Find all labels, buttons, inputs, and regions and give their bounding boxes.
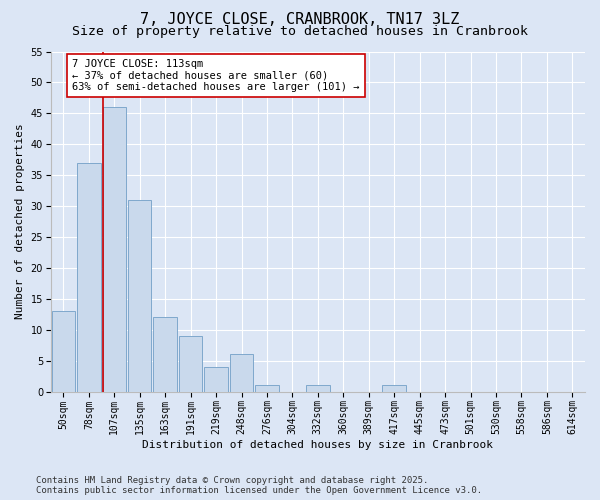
X-axis label: Distribution of detached houses by size in Cranbrook: Distribution of detached houses by size … [142,440,493,450]
Text: 7, JOYCE CLOSE, CRANBROOK, TN17 3LZ: 7, JOYCE CLOSE, CRANBROOK, TN17 3LZ [140,12,460,28]
Bar [306,386,329,392]
Text: 7 JOYCE CLOSE: 113sqm
← 37% of detached houses are smaller (60)
63% of semi-deta: 7 JOYCE CLOSE: 113sqm ← 37% of detached … [73,59,360,92]
Bar [154,318,177,392]
Bar [128,200,151,392]
Bar [179,336,202,392]
Bar [382,386,406,392]
Text: Contains HM Land Registry data © Crown copyright and database right 2025.
Contai: Contains HM Land Registry data © Crown c… [36,476,482,495]
Bar [205,367,228,392]
Bar [103,107,126,392]
Bar [230,354,253,392]
Bar [255,386,278,392]
Text: Size of property relative to detached houses in Cranbrook: Size of property relative to detached ho… [72,25,528,38]
Y-axis label: Number of detached properties: Number of detached properties [15,124,25,320]
Bar [77,163,101,392]
Bar [52,311,75,392]
